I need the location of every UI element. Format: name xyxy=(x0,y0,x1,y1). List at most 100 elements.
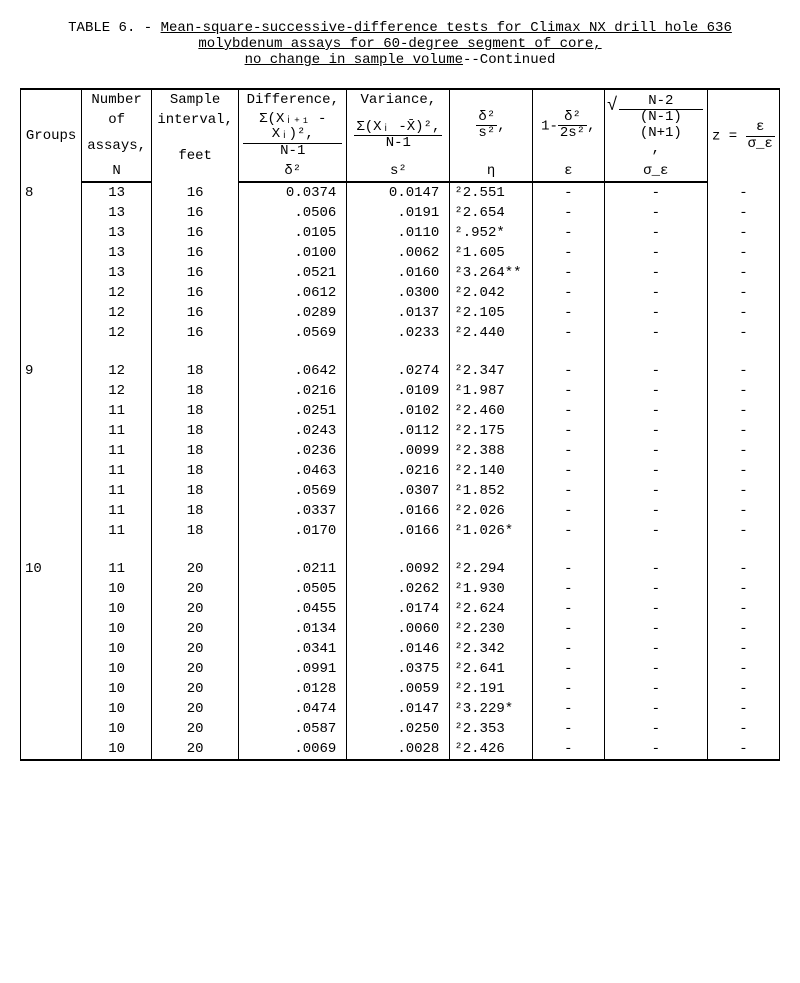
group-cell xyxy=(21,579,82,599)
group-cell xyxy=(21,501,82,521)
title-continued: --Continued xyxy=(463,52,555,68)
col-diff-frac: Σ(Xᵢ₊₁ -Xᵢ)²,N-1 xyxy=(239,110,347,161)
diff-cell: .0569 xyxy=(239,323,347,343)
col-int-l2: interval, xyxy=(152,110,239,130)
table-row: 1316.0506.0191²2.654--- xyxy=(21,203,780,223)
sigma-cell: - xyxy=(604,421,707,441)
var-cell: .0147 xyxy=(347,699,450,719)
group-cell xyxy=(21,203,82,223)
col-eps-sym: ε xyxy=(532,161,604,182)
table-row: 1020.0134.0060²2.230--- xyxy=(21,619,780,639)
group-cell xyxy=(21,283,82,303)
var-cell: .0250 xyxy=(347,719,450,739)
eps-cell: - xyxy=(532,501,604,521)
n-cell: 12 xyxy=(82,323,152,343)
eta-cell: ²1.930 xyxy=(450,579,532,599)
eta-cell: ²2.353 xyxy=(450,719,532,739)
eta-cell: ²2.388 xyxy=(450,441,532,461)
diff-cell: .0289 xyxy=(239,303,347,323)
table-title: TABLE 6. - Mean-square-successive-differ… xyxy=(20,20,780,68)
sigma-cell: - xyxy=(604,481,707,501)
group-cell xyxy=(21,323,82,343)
eps-cell: - xyxy=(532,739,604,760)
col-sigma: N-2(N-1)(N+1), xyxy=(604,89,707,161)
col-eps: 1-δ²2s², xyxy=(532,89,604,161)
n-cell: 10 xyxy=(82,699,152,719)
col-n-l2: of xyxy=(82,110,152,130)
col-z: z = εσ_ε xyxy=(707,89,779,182)
z-cell: - xyxy=(707,263,779,283)
var-cell: .0137 xyxy=(347,303,450,323)
diff-cell: .0506 xyxy=(239,203,347,223)
group-cell xyxy=(21,659,82,679)
var-cell: .0160 xyxy=(347,263,450,283)
group-separator xyxy=(21,541,780,559)
var-cell: .0092 xyxy=(347,559,450,579)
eps-cell: - xyxy=(532,559,604,579)
interval-cell: 20 xyxy=(152,639,239,659)
group-cell xyxy=(21,619,82,639)
eta-cell: ²1.605 xyxy=(450,243,532,263)
sigma-cell: - xyxy=(604,401,707,421)
sigma-cell: - xyxy=(604,182,707,203)
sigma-cell: - xyxy=(604,719,707,739)
eta-cell: ²1.987 xyxy=(450,381,532,401)
n-cell: 13 xyxy=(82,223,152,243)
z-cell: - xyxy=(707,243,779,263)
var-cell: .0375 xyxy=(347,659,450,679)
interval-cell: 16 xyxy=(152,323,239,343)
var-cell: .0109 xyxy=(347,381,450,401)
n-cell: 11 xyxy=(82,521,152,541)
group-cell xyxy=(21,599,82,619)
z-cell: - xyxy=(707,361,779,381)
col-var-sym: s² xyxy=(347,161,450,182)
n-cell: 11 xyxy=(82,401,152,421)
eta-cell: ²2.175 xyxy=(450,421,532,441)
diff-cell: .0105 xyxy=(239,223,347,243)
var-cell: .0060 xyxy=(347,619,450,639)
eta-cell: ²1.026* xyxy=(450,521,532,541)
sigma-cell: - xyxy=(604,323,707,343)
eps-cell: - xyxy=(532,323,604,343)
diff-cell: .0521 xyxy=(239,263,347,283)
eps-cell: - xyxy=(532,441,604,461)
z-cell: - xyxy=(707,521,779,541)
eta-cell: ²2.551 xyxy=(450,182,532,203)
diff-cell: .0251 xyxy=(239,401,347,421)
n-cell: 10 xyxy=(82,739,152,760)
z-cell: - xyxy=(707,223,779,243)
diff-cell: .0243 xyxy=(239,421,347,441)
col-int-l3: feet xyxy=(152,130,239,182)
interval-cell: 20 xyxy=(152,739,239,760)
n-cell: 13 xyxy=(82,182,152,203)
n-cell: 10 xyxy=(82,599,152,619)
var-cell: 0.0147 xyxy=(347,182,450,203)
sigma-cell: - xyxy=(604,203,707,223)
table-body: 813160.03740.0147²2.551---1316.0506.0191… xyxy=(21,182,780,760)
interval-cell: 16 xyxy=(152,303,239,323)
table-row: 1118.0243.0112²2.175--- xyxy=(21,421,780,441)
eps-cell: - xyxy=(532,203,604,223)
sigma-cell: - xyxy=(604,461,707,481)
eta-cell: ²2.641 xyxy=(450,659,532,679)
var-cell: .0110 xyxy=(347,223,450,243)
sigma-cell: - xyxy=(604,223,707,243)
eps-cell: - xyxy=(532,659,604,679)
interval-cell: 16 xyxy=(152,283,239,303)
eps-cell: - xyxy=(532,361,604,381)
sigma-cell: - xyxy=(604,579,707,599)
interval-cell: 18 xyxy=(152,401,239,421)
table-row: 1020.0991.0375²2.641--- xyxy=(21,659,780,679)
table-row: 1020.0069.0028²2.426--- xyxy=(21,739,780,760)
eps-cell: - xyxy=(532,521,604,541)
eps-cell: - xyxy=(532,481,604,501)
table-row: 1216.0569.0233²2.440--- xyxy=(21,323,780,343)
eps-cell: - xyxy=(532,421,604,441)
n-cell: 11 xyxy=(82,501,152,521)
z-cell: - xyxy=(707,659,779,679)
sigma-cell: - xyxy=(604,243,707,263)
diff-cell: .0216 xyxy=(239,381,347,401)
var-cell: .0274 xyxy=(347,361,450,381)
z-cell: - xyxy=(707,501,779,521)
n-cell: 10 xyxy=(82,719,152,739)
